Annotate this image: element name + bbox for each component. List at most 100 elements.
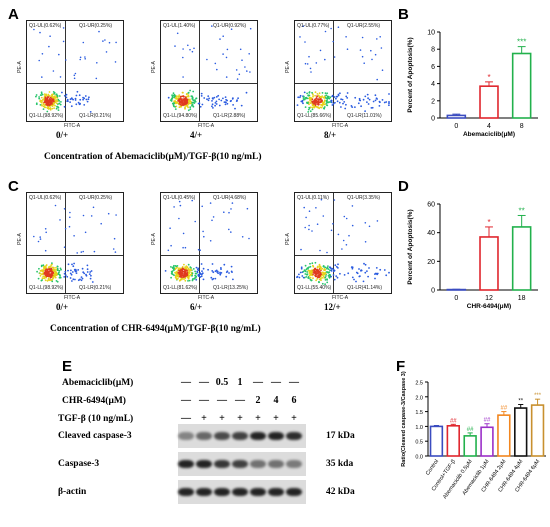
- category-label: 0: [454, 295, 458, 302]
- significance-mark: *: [487, 218, 490, 227]
- x-axis-label: FITC-A: [198, 295, 215, 301]
- x-axis-label: FITC-A: [64, 123, 81, 129]
- flow-plot: Q1-UL(1.40%) Q1-UR(0.92%) Q1-LL(94.80%) Q1-…: [160, 20, 258, 122]
- y-axis-label: Ratio(Cleaved caspase-3/Caspase 3): [401, 371, 407, 467]
- treatment-sign: —: [235, 395, 245, 406]
- scatter-dots: [296, 198, 390, 286]
- treatment-sign: —: [271, 377, 281, 388]
- treatment-sign: 0.5: [215, 377, 229, 388]
- treatment-sign: —: [217, 395, 227, 406]
- blot-label: Cleaved caspase-3: [58, 431, 132, 441]
- significance-mark: ##: [501, 406, 508, 412]
- treatment-sign: —: [289, 377, 299, 388]
- treatment-label: CHR-6494(μM): [62, 396, 126, 406]
- protein-band: [286, 432, 302, 440]
- blot-label: Caspase-3: [58, 459, 100, 469]
- quadrant-label-ll: Q1-LL(85.66%): [297, 113, 332, 119]
- quadrant-label-ur: Q1-UR(0.25%): [79, 23, 113, 29]
- chart-b-apoptosis-abemaciclib: 0 2 4 6 8 10 Percent of Apoptosis(%) 0 * 4 *** 8 Abe…: [407, 30, 538, 138]
- quadrant-label-lr: Q1-LR(41.14%): [347, 285, 383, 291]
- treatment-sign: +: [273, 413, 279, 424]
- significance-mark: ***: [517, 38, 526, 47]
- molecular-weight-label: 42 kDa: [326, 487, 355, 497]
- y-axis-label: PE-A: [284, 61, 291, 73]
- molecular-weight-label: 35 kda: [326, 459, 354, 469]
- treatment-sign: —: [199, 395, 209, 406]
- panel-letter-d: D: [398, 178, 409, 195]
- treatment-sign: —: [181, 395, 191, 406]
- x-axis-label: FITC-A: [198, 123, 215, 129]
- y-tick-label: 0: [431, 288, 435, 295]
- treatment-sign: —: [199, 377, 209, 388]
- bar: [511, 226, 532, 291]
- scatter-dots: [296, 25, 390, 113]
- significance-mark: ***: [534, 393, 542, 399]
- treatment-sign: 4: [273, 395, 279, 406]
- protein-band: [178, 488, 194, 496]
- scatter-dots: [164, 199, 250, 282]
- significance-mark: ##: [467, 427, 474, 433]
- x-axis-label: CHR-6494(μM): [467, 303, 511, 310]
- x-axis-label: FITC-A: [332, 123, 349, 129]
- y-axis-label: Percent of Apoptosis(%): [407, 37, 414, 112]
- y-tick-label: 20: [427, 259, 435, 266]
- quadrant-vertical-gate: [65, 193, 66, 293]
- quadrant-label-ur: Q1-UR(2.55%): [347, 23, 381, 29]
- treatment-sign: —: [181, 413, 191, 424]
- quadrant-horizontal-gate: [27, 255, 123, 256]
- quadrant-label-ul: Q1-UL(0.45%): [163, 195, 196, 201]
- x-axis-label: FITC-A: [332, 295, 349, 301]
- blot-label: β-actin: [58, 487, 87, 497]
- quadrant-label-lr: Q1-LR(11.01%): [347, 113, 382, 119]
- protein-band: [178, 432, 194, 440]
- y-axis-label: PE-A: [150, 61, 157, 73]
- bar: [497, 414, 511, 457]
- condition-label: 6/+: [190, 302, 203, 312]
- quadrant-horizontal-gate: [27, 83, 123, 84]
- protein-band: [196, 460, 212, 468]
- significance-mark: **: [519, 206, 525, 215]
- condition-label: 4/+: [190, 130, 203, 140]
- treatment-sign: —: [253, 377, 263, 388]
- quadrant-label-lr: Q1-LR(0.21%): [79, 285, 112, 291]
- protein-band: [232, 432, 248, 440]
- protein-band: [232, 488, 248, 496]
- protein-band: [214, 460, 230, 468]
- quadrant-horizontal-gate: [161, 83, 257, 84]
- y-tick-label: 0.0: [415, 455, 423, 461]
- protein-band: [178, 460, 194, 468]
- quadrant-label-ll: Q1-LL(98.92%): [29, 285, 64, 291]
- treatment-sign: 1: [237, 377, 243, 388]
- category-label: 0: [454, 123, 458, 130]
- chart-d-apoptosis-chr6494: 0 20 40 60 Percent of Apoptosis(%) 0 * 12 ** 18 CH…: [407, 202, 538, 310]
- quadrant-label-ll: Q1-LL(55.40%): [297, 285, 332, 291]
- scatter-dots: [33, 27, 117, 113]
- bar: [479, 85, 499, 119]
- bar: [480, 426, 494, 457]
- scatter-dots: [167, 25, 252, 112]
- treatment-sign: +: [201, 413, 207, 424]
- flow-plot: Q1-UL(0.62%) Q1-UR(0.25%) Q1-LL(98.92%) Q1-…: [26, 20, 124, 122]
- protein-band: [250, 460, 266, 468]
- quadrant-label-ur: Q1-UR(4.68%): [213, 195, 247, 201]
- protein-band: [196, 432, 212, 440]
- flow-plot: Q1-UL(0.45%) Q1-UR(4.68%) Q1-LL(81.62%) Q1-…: [160, 192, 258, 294]
- protein-band: [214, 432, 230, 440]
- category-label: 8: [520, 123, 524, 130]
- quadrant-label-ur: Q1-UR(0.92%): [213, 23, 247, 29]
- condition-label: 0/+: [56, 302, 69, 312]
- flow-plot: Q1-UL(0.11%) Q1-UR(3.35%) Q1-LL(55.40%) Q1-…: [294, 192, 392, 294]
- significance-mark: **: [518, 398, 523, 404]
- category-label: Control: [425, 459, 440, 477]
- condition-label: 8/+: [324, 130, 337, 140]
- panel-letter-e: E: [62, 358, 73, 375]
- bar: [514, 407, 528, 457]
- quadrant-label-ul: Q1-UL(0.11%): [297, 195, 329, 201]
- quadrant-label-ul: Q1-UL(1.40%): [163, 23, 196, 29]
- quadrant-label-ll: Q1-LL(94.80%): [163, 113, 198, 119]
- y-tick-label: 10: [427, 30, 435, 37]
- treatment-sign: +: [237, 413, 243, 424]
- panel-letter-a: A: [8, 6, 19, 23]
- quadrant-vertical-gate: [333, 193, 334, 293]
- y-tick-label: 0.5: [415, 440, 423, 446]
